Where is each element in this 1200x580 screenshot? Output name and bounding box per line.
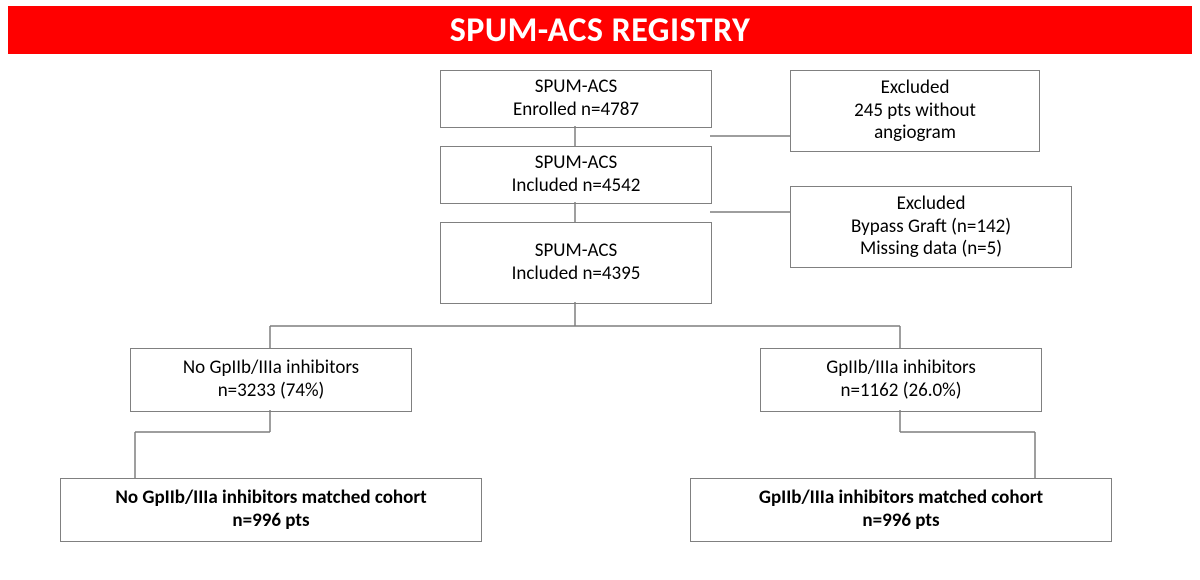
node-line: GpIIb/IIIa inhibitors — [826, 357, 976, 380]
node-line: SPUM-ACS — [535, 152, 618, 175]
node-no-inhibitors: No GpIIb/IIIa inhibitors n=3233 (74%) — [130, 348, 412, 412]
node-included-1: SPUM-ACS Included n=4542 — [440, 146, 712, 204]
node-line: n=1162 (26.0%) — [840, 380, 961, 403]
node-line: No GpIIb/IIIa inhibitors — [183, 357, 359, 380]
node-line: Excluded — [897, 193, 966, 216]
node-line: n=996 pts — [232, 510, 309, 533]
node-line: Excluded — [881, 77, 950, 100]
node-line: Missing data (n=5) — [860, 238, 1002, 261]
node-excluded-2: Excluded Bypass Graft (n=142) Missing da… — [790, 186, 1072, 268]
node-line: 245 pts without — [854, 100, 976, 123]
node-line: SPUM-ACS — [535, 240, 618, 263]
node-excluded-1: Excluded 245 pts without angiogram — [790, 70, 1040, 152]
title-bar: SPUM-ACS REGISTRY — [8, 6, 1192, 54]
node-line: angiogram — [874, 122, 956, 145]
flowchart-stage: SPUM-ACS REGISTRY SPUM-ACS Enrolled n=47… — [0, 0, 1200, 580]
node-included-2: SPUM-ACS Included n=4395 — [440, 222, 712, 304]
node-yes-matched-cohort: GpIIb/IIIa inhibitors matched cohort n=9… — [690, 478, 1112, 542]
node-line: SPUM-ACS — [535, 76, 618, 99]
node-line: GpIIb/IIIa inhibitors matched cohort — [759, 487, 1043, 510]
node-line: Bypass Graft (n=142) — [851, 216, 1011, 239]
title-text: SPUM-ACS REGISTRY — [450, 10, 751, 51]
node-line: Included n=4542 — [512, 175, 641, 198]
node-no-matched-cohort: No GpIIb/IIIa inhibitors matched cohort … — [60, 478, 482, 542]
node-line: Included n=4395 — [512, 263, 641, 286]
node-yes-inhibitors: GpIIb/IIIa inhibitors n=1162 (26.0%) — [760, 348, 1042, 412]
node-enrolled: SPUM-ACS Enrolled n=4787 — [440, 70, 712, 128]
node-line: Enrolled n=4787 — [513, 99, 639, 122]
node-line: n=3233 (74%) — [218, 380, 325, 403]
node-line: n=996 pts — [862, 510, 939, 533]
node-line: No GpIIb/IIIa inhibitors matched cohort — [115, 487, 426, 510]
